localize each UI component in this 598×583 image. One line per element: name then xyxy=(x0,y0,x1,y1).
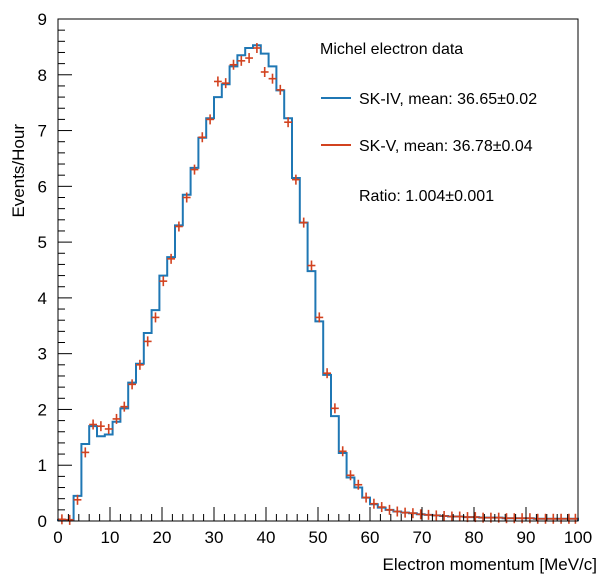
y-tick-label: 7 xyxy=(38,122,47,141)
sk-v-data-point xyxy=(159,276,168,287)
series-sk-iv-step xyxy=(57,44,579,521)
y-tick-label: 5 xyxy=(38,233,47,252)
sk-v-data-point xyxy=(284,117,292,128)
sk-v-data-point xyxy=(97,421,105,432)
sk-v-data-point xyxy=(549,513,558,524)
sk-v-data-point xyxy=(354,479,363,490)
sk-v-data-point xyxy=(89,419,97,430)
sk-v-data-point xyxy=(393,506,402,517)
sk-v-data-point xyxy=(182,192,191,203)
sk-v-data-point xyxy=(463,512,472,523)
sk-v-data-point xyxy=(151,312,160,323)
x-tick-label: 50 xyxy=(309,528,328,547)
legend: Michel electron data SK-IV, mean: 36.65±… xyxy=(320,41,537,205)
sk-v-data-point xyxy=(81,447,90,458)
sk-v-data-point xyxy=(370,498,378,509)
y-tick-label: 2 xyxy=(38,400,47,419)
sk-v-data-point xyxy=(206,114,214,125)
y-tick-label: 6 xyxy=(38,177,47,196)
sk-v-data-point xyxy=(526,513,534,524)
sk-v-data-point xyxy=(541,513,550,524)
sk-v-data-point xyxy=(65,514,74,525)
sk-v-data-point xyxy=(58,514,66,525)
y-tick-label: 4 xyxy=(38,289,47,308)
sk-v-data-point xyxy=(136,359,144,370)
x-tick-label: 90 xyxy=(517,528,536,547)
sk-v-data-point xyxy=(221,78,230,89)
sk-v-data-point xyxy=(214,76,222,87)
y-tick-label: 9 xyxy=(38,10,47,29)
sk-v-data-point xyxy=(409,508,417,519)
sk-v-data-point xyxy=(502,513,511,524)
sk-v-data-point xyxy=(237,55,246,66)
sk-v-data-point xyxy=(260,66,269,77)
sk-v-data-point xyxy=(338,446,347,457)
sk-v-data-point xyxy=(315,312,324,323)
sk-v-data-point xyxy=(448,511,456,522)
sk-v-data-point xyxy=(253,43,261,54)
legend-label-sk-v: SK-V, mean: 36.78±0.04 xyxy=(359,138,533,155)
x-tick-label: 70 xyxy=(413,528,432,547)
y-axis-label: Events/Hour xyxy=(9,124,28,218)
sk-v-data-point xyxy=(362,492,370,503)
sk-v-data-point xyxy=(307,260,316,271)
sk-v-data-point xyxy=(190,164,199,175)
sk-v-data-point xyxy=(471,512,480,523)
sk-v-data-point xyxy=(245,53,253,64)
sk-v-data-point xyxy=(104,423,113,434)
sk-v-data-point xyxy=(229,59,238,70)
x-tick-label: 80 xyxy=(465,528,484,547)
x-tick-label: 100 xyxy=(564,528,592,547)
sk-v-data-point xyxy=(175,221,183,232)
sk-v-data-point xyxy=(440,510,448,521)
sk-v-data-point xyxy=(401,507,409,518)
sk-v-data-point xyxy=(424,509,433,520)
legend-label-sk-iv: SK-IV, mean: 36.65±0.02 xyxy=(359,91,537,108)
y-tick-label: 1 xyxy=(38,456,47,475)
legend-title: Michel electron data xyxy=(320,41,463,58)
sk-v-data-point xyxy=(276,84,285,95)
y-tick-label: 0 xyxy=(38,512,47,531)
sk-v-data-point xyxy=(510,513,519,524)
sk-v-data-point xyxy=(416,509,425,520)
x-tick-label: 40 xyxy=(257,528,276,547)
sk-v-data-point xyxy=(518,513,526,524)
sk-v-data-point xyxy=(346,470,355,481)
x-tick-label: 10 xyxy=(101,528,120,547)
x-tick-label: 60 xyxy=(361,528,380,547)
sk-v-data-point xyxy=(432,510,441,521)
sk-v-data-point xyxy=(198,132,207,143)
x-axis-label: Electron momentum [MeV/c] xyxy=(383,555,597,574)
sk-v-data-point xyxy=(120,401,129,412)
sk-v-data-point xyxy=(73,494,82,505)
sk-v-data-point xyxy=(128,379,136,390)
sk-v-data-point xyxy=(385,504,394,515)
axes-layer: 0 10 20 30 40 50 60 70 80 90 100 0 1 2 3 4 5 6 7 8 9 xyxy=(38,10,593,547)
sk-v-data-point xyxy=(331,403,339,414)
sk-v-data-point xyxy=(143,336,152,347)
x-tick-label: 0 xyxy=(53,528,62,547)
sk-v-data-point xyxy=(455,511,464,522)
sk-v-data-point xyxy=(377,502,386,513)
sk-v-data-point xyxy=(565,513,573,524)
x-tick-label: 20 xyxy=(153,528,172,547)
sk-v-data-point xyxy=(268,73,277,84)
sk-v-data-point xyxy=(112,413,121,424)
y-tick-label: 3 xyxy=(38,345,47,364)
sk-v-data-point xyxy=(533,513,542,524)
sk-v-data-point xyxy=(323,368,331,379)
sk-v-data-point xyxy=(557,513,565,524)
y-tick-label: 8 xyxy=(38,66,47,85)
sk-v-data-point xyxy=(572,513,578,524)
ratio-annotation: Ratio: 1.004±0.001 xyxy=(359,188,494,205)
x-tick-label: 30 xyxy=(205,528,224,547)
sk-v-data-point xyxy=(299,217,308,228)
sk-v-data-point xyxy=(167,253,175,264)
series-layer xyxy=(57,43,579,525)
sk-v-data-point xyxy=(292,174,300,185)
